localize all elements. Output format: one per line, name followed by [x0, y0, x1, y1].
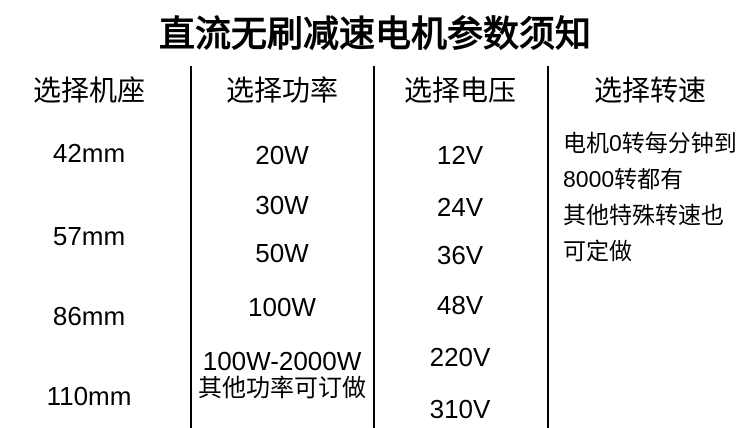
frame-size-option: 110mm — [46, 381, 132, 411]
column-speed: 选择转速 电机0转每分钟到 8000转都有 其他特殊转速也 可定做 — [550, 0, 750, 428]
speed-note-line: 8000转都有 — [563, 166, 684, 192]
power-custom-note: 其他功率可订做 — [198, 375, 366, 402]
voltage-option: 24V — [436, 192, 484, 222]
power-option: 30W — [255, 190, 309, 220]
column-frame-size: 选择机座 42mm 57mm 86mm 110mm — [0, 0, 178, 428]
voltage-option: 36V — [436, 240, 484, 270]
column-power: 选择功率 20W 30W 50W 100W 100W-2000W 其他功率可订做 — [192, 0, 372, 428]
power-option-range: 100W-2000W — [202, 346, 362, 376]
voltage-option: 220V — [429, 342, 491, 372]
voltage-option: 48V — [436, 290, 484, 320]
power-option: 50W — [255, 238, 309, 268]
power-option: 20W — [255, 140, 309, 170]
column-header-voltage: 选择电压 — [403, 75, 516, 106]
column-header-power: 选择功率 — [225, 75, 338, 106]
frame-size-option: 57mm — [52, 221, 126, 251]
voltage-option: 12V — [436, 140, 484, 170]
column-voltage: 选择电压 12V 24V 36V 48V 220V 310V — [376, 0, 544, 428]
column-divider-1 — [190, 66, 192, 428]
speed-note-line: 可定做 — [563, 238, 632, 264]
column-header-frame-size: 选择机座 — [32, 75, 145, 106]
voltage-option: 310V — [429, 394, 491, 424]
column-divider-3 — [547, 66, 549, 428]
speed-note-line: 电机0转每分钟到 — [563, 130, 737, 156]
frame-size-option: 86mm — [52, 301, 126, 331]
frame-size-option: 42mm — [52, 138, 126, 168]
power-option: 100W — [248, 292, 316, 322]
speed-note: 电机0转每分钟到 8000转都有 其他特殊转速也 可定做 — [563, 125, 737, 269]
page-title: 直流无刷减速电机参数须知 — [158, 13, 591, 54]
column-divider-2 — [373, 66, 375, 428]
speed-note-line: 其他特殊转速也 — [563, 202, 724, 228]
column-header-speed: 选择转速 — [593, 75, 706, 106]
